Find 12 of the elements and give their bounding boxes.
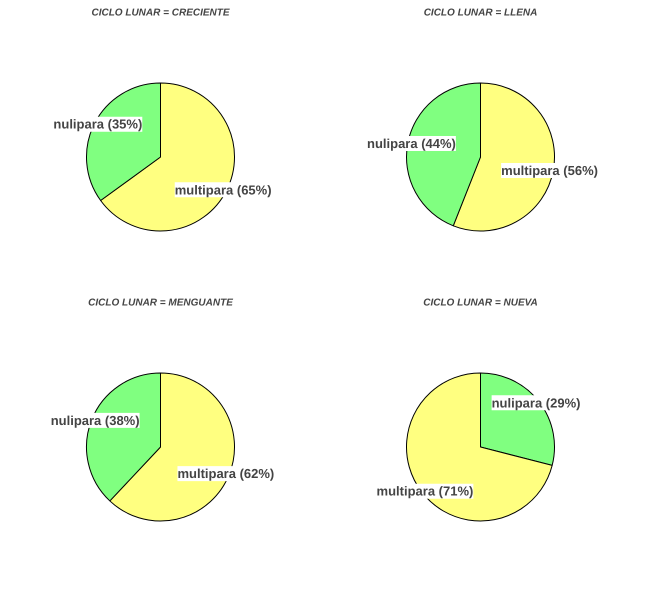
slice-label: multipara (62%) [177, 466, 274, 482]
slice-label: nulipara (29%) [492, 395, 580, 410]
chart-title: CICLO LUNAR = CRECIENTE [91, 8, 230, 18]
chart-title: CICLO LUNAR = MENGUANTE [88, 298, 234, 308]
chart-title: CICLO LUNAR = NUEVA [423, 298, 538, 308]
slice-label: nulipara (44%) [367, 136, 456, 151]
slice-label: multipara (56%) [501, 163, 598, 178]
slice-label: nulipara (38%) [50, 412, 140, 428]
chart-title: CICLO LUNAR = LLENA [424, 8, 538, 18]
slice-label: multipara (71%) [376, 484, 474, 499]
slice-label: nulipara (35%) [53, 116, 142, 132]
slice-label: multipara (65%) [174, 182, 272, 198]
